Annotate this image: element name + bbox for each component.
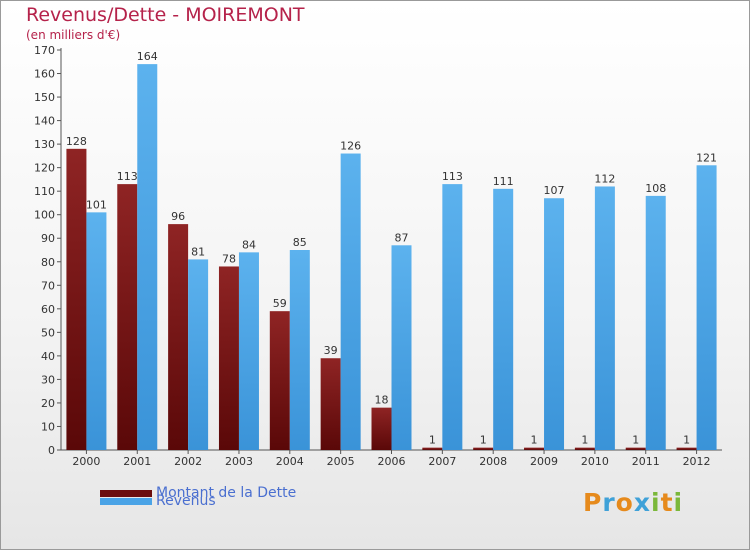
y-tick-label: 0 bbox=[48, 444, 55, 457]
y-tick-label: 50 bbox=[41, 326, 55, 339]
x-tick-label: 2006 bbox=[378, 455, 406, 468]
data-label-revenus: 101 bbox=[86, 198, 107, 211]
logo-letter: i bbox=[651, 488, 661, 517]
x-tick-label: 2004 bbox=[276, 455, 304, 468]
data-label-revenus: 112 bbox=[594, 172, 615, 185]
bar-dette bbox=[371, 407, 392, 450]
bar-revenus bbox=[238, 252, 259, 450]
bar-dette bbox=[574, 447, 595, 450]
x-tick-label: 2012 bbox=[683, 455, 711, 468]
proxiti-logo: Proxiti bbox=[583, 488, 683, 517]
bar-dette bbox=[625, 447, 646, 450]
logo-letter: i bbox=[673, 488, 684, 517]
data-label-revenus: 87 bbox=[395, 231, 409, 244]
data-label-dette: 18 bbox=[375, 394, 389, 407]
legend-label-dette: Montant de la Dette bbox=[156, 485, 297, 501]
data-label-dette: 1 bbox=[531, 434, 538, 447]
bar-dette bbox=[676, 447, 697, 450]
y-tick-label: 150 bbox=[34, 91, 55, 104]
data-label-dette: 128 bbox=[66, 135, 87, 148]
bar-revenus bbox=[493, 188, 514, 450]
logo-letter: t bbox=[660, 488, 674, 517]
y-tick-label: 70 bbox=[41, 279, 55, 292]
x-tick-label: 2001 bbox=[123, 455, 151, 468]
legend-swatch-dette bbox=[100, 490, 152, 497]
bar-dette bbox=[117, 184, 138, 450]
y-tick-label: 130 bbox=[34, 138, 55, 151]
bar-dette bbox=[269, 311, 290, 450]
bar-revenus bbox=[86, 212, 107, 450]
data-label-revenus: 107 bbox=[544, 184, 565, 197]
legend-label-revenus: Revenus bbox=[156, 493, 216, 509]
data-label-dette: 113 bbox=[117, 170, 138, 183]
data-label-dette: 59 bbox=[273, 297, 287, 310]
data-label-dette: 1 bbox=[429, 434, 436, 447]
logo-letter: r bbox=[602, 488, 616, 517]
bar-revenus bbox=[696, 165, 717, 450]
y-tick-label: 80 bbox=[41, 256, 55, 269]
data-label-revenus: 81 bbox=[191, 245, 205, 258]
y-tick-label: 170 bbox=[34, 44, 55, 57]
bar-dette bbox=[422, 447, 443, 450]
data-label-revenus: 108 bbox=[645, 182, 666, 195]
y-tick-label: 120 bbox=[34, 162, 55, 175]
bar-revenus bbox=[594, 186, 615, 450]
data-label-dette: 39 bbox=[324, 344, 338, 357]
x-tick-label: 2009 bbox=[530, 455, 558, 468]
y-tick-label: 10 bbox=[41, 420, 55, 433]
bar-revenus bbox=[137, 64, 158, 450]
data-label-revenus: 111 bbox=[493, 175, 514, 188]
logo-letter: P bbox=[583, 488, 603, 517]
data-label-revenus: 85 bbox=[293, 236, 307, 249]
bar-dette bbox=[218, 266, 239, 450]
x-tick-label: 2010 bbox=[581, 455, 609, 468]
y-tick-label: 100 bbox=[34, 209, 55, 222]
x-tick-label: 2000 bbox=[72, 455, 100, 468]
y-tick-label: 20 bbox=[41, 397, 55, 410]
bar-revenus bbox=[289, 250, 310, 450]
y-tick-label: 110 bbox=[34, 185, 55, 198]
data-label-dette: 96 bbox=[171, 210, 185, 223]
bar-revenus bbox=[340, 153, 361, 450]
data-label-revenus: 121 bbox=[696, 151, 717, 164]
legend-swatch-revenus bbox=[100, 498, 152, 505]
data-label-revenus: 126 bbox=[340, 140, 361, 153]
bar-dette bbox=[320, 358, 341, 450]
chart-title: Revenus/Dette - MOIREMONT bbox=[26, 4, 305, 26]
data-label-revenus: 113 bbox=[442, 170, 463, 183]
bar-revenus bbox=[442, 184, 463, 450]
logo-letter: o bbox=[615, 488, 634, 517]
x-tick-label: 2005 bbox=[327, 455, 355, 468]
bar-revenus bbox=[391, 245, 412, 450]
y-tick-label: 90 bbox=[41, 232, 55, 245]
bar-dette bbox=[473, 447, 494, 450]
bar-dette bbox=[66, 148, 87, 450]
y-tick-label: 160 bbox=[34, 68, 55, 81]
y-tick-label: 30 bbox=[41, 373, 55, 386]
y-tick-label: 140 bbox=[34, 115, 55, 128]
bar-revenus bbox=[544, 198, 565, 450]
x-tick-label: 2003 bbox=[225, 455, 253, 468]
x-tick-label: 2002 bbox=[174, 455, 202, 468]
data-label-dette: 1 bbox=[683, 434, 690, 447]
bar-dette bbox=[524, 447, 545, 450]
x-tick-label: 2011 bbox=[632, 455, 660, 468]
x-tick-label: 2008 bbox=[479, 455, 507, 468]
y-tick-label: 60 bbox=[41, 303, 55, 316]
data-label-revenus: 84 bbox=[242, 238, 256, 251]
data-label-dette: 1 bbox=[632, 434, 639, 447]
data-label-dette: 78 bbox=[222, 252, 236, 265]
x-tick-label: 2007 bbox=[428, 455, 456, 468]
bar-revenus bbox=[645, 195, 666, 450]
bar-dette bbox=[168, 224, 189, 450]
logo-letter: x bbox=[633, 488, 651, 517]
chart-subtitle: (en milliers d'€) bbox=[26, 28, 121, 42]
y-tick-label: 40 bbox=[41, 350, 55, 363]
data-label-dette: 1 bbox=[581, 434, 588, 447]
bar-revenus bbox=[188, 259, 209, 450]
data-label-revenus: 164 bbox=[137, 50, 158, 63]
data-label-dette: 1 bbox=[480, 434, 487, 447]
